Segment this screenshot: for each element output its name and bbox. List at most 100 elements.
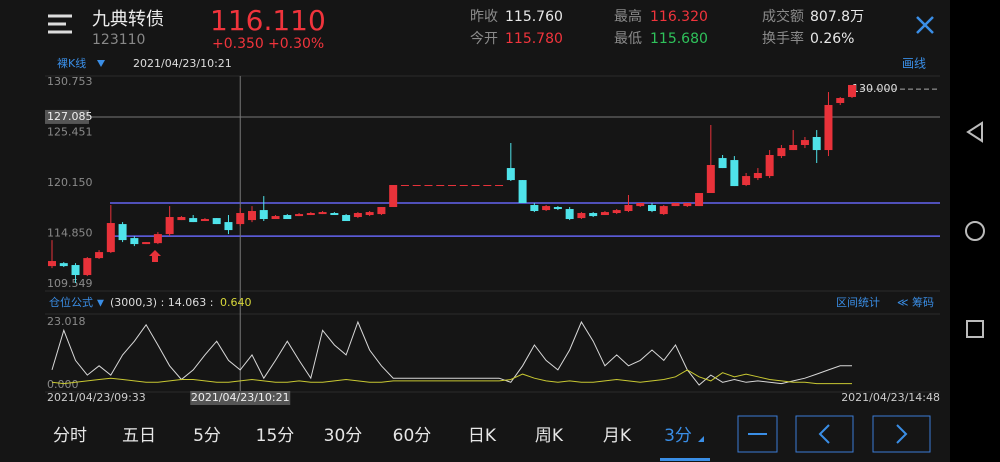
tab[interactable]: 3分 <box>664 426 692 446</box>
candle-body <box>589 213 598 217</box>
y-tick-label: 120.150 <box>47 176 93 189</box>
candle-body <box>753 173 762 179</box>
candle-body <box>636 203 645 207</box>
candle-body <box>824 104 833 151</box>
candle-body <box>295 214 304 217</box>
zoom-button[interactable] <box>737 415 778 453</box>
x-label: 2021/04/23/10:21 <box>191 391 290 404</box>
candle-body <box>389 185 398 208</box>
candle-body <box>459 185 468 187</box>
stat-value: 807.8万 <box>810 9 864 25</box>
tab[interactable]: 15分 <box>256 426 295 446</box>
indicator-tick: 0.000 <box>47 378 79 391</box>
tab[interactable]: 月K <box>603 426 632 446</box>
candle-body <box>483 185 492 187</box>
chips[interactable]: ≪ 筹码 <box>897 295 934 309</box>
candle-body <box>683 203 692 207</box>
candle-body <box>142 242 151 245</box>
candle-body <box>330 213 339 216</box>
y-tick-label: 130.753 <box>47 75 93 88</box>
indicator-line <box>51 369 852 385</box>
next-button[interactable] <box>872 415 931 453</box>
candle-body <box>306 213 315 216</box>
stat-label: 今开 <box>470 31 498 47</box>
tab[interactable]: 30分 <box>324 426 363 446</box>
tab[interactable]: 五日 <box>122 426 156 446</box>
crosshair-label: 127.085 <box>47 110 93 123</box>
crosshair-label-bg <box>45 109 89 124</box>
candle-body <box>59 263 68 267</box>
draw-button[interactable]: 画线 <box>902 57 926 71</box>
candle-body <box>189 218 198 223</box>
mode-arrow[interactable] <box>97 60 105 67</box>
candle-body <box>600 212 609 216</box>
candle-body <box>765 155 774 177</box>
candle-body <box>212 218 221 225</box>
x-label: 2021/04/23/09:33 <box>47 391 146 404</box>
candle-body <box>283 215 292 220</box>
tab[interactable]: 60分 <box>393 426 432 446</box>
buy-marker <box>149 250 161 262</box>
indicator-params: (3000,3) : 14.063 : <box>110 296 213 309</box>
candle-body <box>800 140 809 145</box>
candle-body <box>518 180 527 204</box>
candle-body <box>659 206 668 215</box>
nav-back[interactable] <box>966 121 983 143</box>
candle-body <box>177 217 186 221</box>
indicator-line <box>51 320 852 386</box>
prev-button[interactable] <box>795 415 854 453</box>
crosshair-date: 2021/04/23/10:21 <box>133 57 232 70</box>
tab[interactable]: 周K <box>535 426 564 446</box>
tab[interactable]: 日K <box>468 426 497 446</box>
tab[interactable]: 分时 <box>53 426 87 446</box>
candle-body <box>412 185 421 187</box>
x-label: 2021/04/23/14:48 <box>841 391 940 404</box>
candle-body <box>436 185 445 187</box>
stat-label: 换手率 <box>762 30 804 47</box>
candle-body <box>471 185 480 187</box>
candle-body <box>83 258 92 276</box>
candle-body <box>424 185 433 187</box>
y-tick-label: 125.451 <box>47 126 93 139</box>
candle-body <box>130 238 139 245</box>
x-label-bg <box>190 391 291 405</box>
stat-value: 0.26% <box>810 31 854 47</box>
candle-body <box>506 168 515 181</box>
candle-body <box>789 144 798 151</box>
candle-body <box>259 210 268 220</box>
annotation-label: 130.000 <box>852 82 898 95</box>
indicator-value: 0.640 <box>220 296 252 309</box>
range-stats[interactable]: 区间统计 <box>836 296 880 309</box>
candle-body <box>271 216 280 220</box>
change: +0.350 <box>212 36 264 52</box>
prev-icon <box>818 424 830 444</box>
menu-icon[interactable] <box>48 14 72 34</box>
close-button[interactable] <box>916 16 934 34</box>
candle-body <box>812 136 821 151</box>
stat-value: 115.760 <box>505 9 563 25</box>
tab-indicator <box>698 436 704 442</box>
candle-body <box>48 261 56 267</box>
stat-value: 116.320 <box>650 9 708 25</box>
candle-body <box>200 219 209 222</box>
nav-bar <box>950 0 1000 462</box>
nav-home[interactable] <box>965 221 985 241</box>
tab-underline <box>660 458 710 461</box>
stock-code: 123110 <box>92 32 145 48</box>
nav-recent[interactable] <box>966 320 984 338</box>
tab[interactable]: 5分 <box>193 426 221 446</box>
background <box>0 0 950 462</box>
candle-body <box>448 185 456 187</box>
mode[interactable]: 裸K线 <box>57 56 86 70</box>
candle-body <box>353 213 362 218</box>
candle-body <box>577 213 586 219</box>
stat-label: 最高 <box>614 8 642 25</box>
candle-body <box>742 176 751 186</box>
y-tick-label: 109.549 <box>47 277 93 290</box>
stat-label: 成交额 <box>762 8 804 25</box>
candle-body <box>106 223 115 253</box>
candle-body <box>224 222 233 231</box>
candle-body <box>495 185 504 187</box>
candle-body <box>318 212 327 215</box>
